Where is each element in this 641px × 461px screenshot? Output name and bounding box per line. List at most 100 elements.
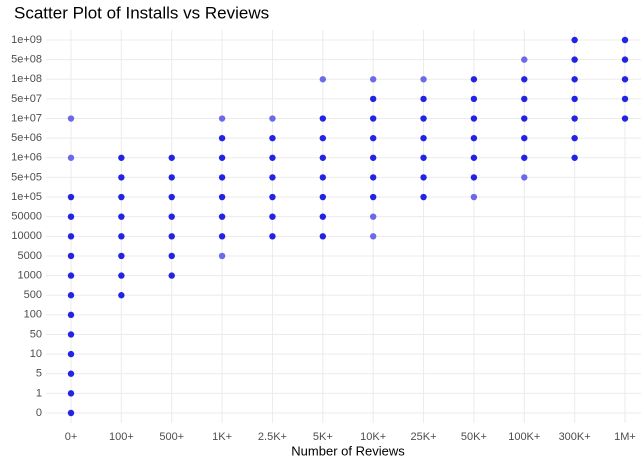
point xyxy=(218,193,226,201)
point xyxy=(521,134,528,142)
point xyxy=(470,95,478,103)
point xyxy=(269,174,276,181)
point xyxy=(369,174,377,181)
point xyxy=(67,193,75,201)
y-tick-label: 5e+08 xyxy=(11,54,42,66)
point xyxy=(67,292,75,299)
point xyxy=(571,134,578,142)
point xyxy=(67,233,75,240)
point xyxy=(369,76,377,83)
point xyxy=(571,76,578,83)
point xyxy=(319,193,327,201)
point xyxy=(168,252,175,260)
point xyxy=(621,95,629,103)
y-tick-label: 5e+07 xyxy=(11,93,42,105)
point xyxy=(118,233,125,240)
point xyxy=(67,409,75,417)
point xyxy=(269,193,276,201)
point xyxy=(420,76,427,83)
point xyxy=(67,350,75,358)
point xyxy=(470,134,478,142)
point xyxy=(118,154,125,161)
point xyxy=(269,233,276,240)
point xyxy=(168,213,175,220)
y-tick-label: 100 xyxy=(24,309,42,321)
x-tick-label: 10K+ xyxy=(360,431,386,443)
point xyxy=(470,154,478,161)
y-tick-label: 1e+05 xyxy=(11,191,42,203)
point xyxy=(118,193,125,201)
point xyxy=(420,154,427,161)
point xyxy=(470,115,478,122)
point xyxy=(218,134,226,142)
y-tick-label: 5e+05 xyxy=(11,171,42,183)
point xyxy=(571,36,578,44)
y-tick-label: 10 xyxy=(30,348,42,360)
x-tick-label: 1K+ xyxy=(212,431,232,443)
y-tick-label: 5000 xyxy=(18,250,42,262)
x-tick-label: 2.5K+ xyxy=(258,431,287,443)
point xyxy=(521,76,528,83)
point xyxy=(118,292,125,299)
y-tick-label: 1 xyxy=(36,387,42,399)
point xyxy=(269,134,276,142)
point xyxy=(521,154,528,161)
y-tick-label: 1e+09 xyxy=(11,34,42,46)
y-tick-label: 1e+08 xyxy=(11,73,42,85)
x-axis-title: Number of Reviews xyxy=(291,443,405,458)
y-tick-label: 50 xyxy=(30,328,42,340)
point xyxy=(218,115,226,122)
point xyxy=(67,272,75,279)
y-tick-label: 1e+07 xyxy=(11,112,42,124)
x-tick-label: 5K+ xyxy=(313,431,333,443)
point xyxy=(369,193,377,201)
point xyxy=(420,174,427,181)
point xyxy=(571,95,578,103)
point xyxy=(621,115,629,122)
point xyxy=(319,76,327,83)
point xyxy=(168,233,175,240)
point xyxy=(319,154,327,161)
point xyxy=(470,193,478,201)
point xyxy=(168,272,175,279)
point xyxy=(218,213,226,220)
point xyxy=(621,76,629,83)
chart-title: Scatter Plot of Installs vs Reviews xyxy=(14,3,269,22)
x-tick-label: 1M+ xyxy=(614,431,636,443)
y-tick-label: 50000 xyxy=(11,211,42,223)
point xyxy=(67,331,75,338)
point xyxy=(218,252,226,260)
point xyxy=(269,154,276,161)
point xyxy=(369,233,377,240)
point xyxy=(319,134,327,142)
point xyxy=(621,36,629,44)
point xyxy=(67,213,75,220)
point xyxy=(269,213,276,220)
point xyxy=(571,154,578,161)
x-tick-label: 50K+ xyxy=(461,431,487,443)
point xyxy=(571,56,578,63)
y-tick-label: 0 xyxy=(36,407,42,419)
point xyxy=(420,134,427,142)
y-tick-label: 1000 xyxy=(18,269,42,281)
point xyxy=(168,154,175,161)
point xyxy=(319,174,327,181)
point xyxy=(118,213,125,220)
point xyxy=(269,115,276,122)
point xyxy=(470,76,478,83)
point xyxy=(521,56,528,63)
point xyxy=(67,252,75,260)
y-tick-label: 5e+06 xyxy=(11,132,42,144)
point xyxy=(369,115,377,122)
x-tick-label: 500+ xyxy=(159,431,184,443)
x-tick-label: 25K+ xyxy=(411,431,437,443)
point xyxy=(470,174,478,181)
point xyxy=(67,115,75,122)
point xyxy=(218,154,226,161)
x-tick-label: 0+ xyxy=(65,431,78,443)
point xyxy=(369,154,377,161)
x-tick-label: 300K+ xyxy=(559,431,591,443)
point xyxy=(67,390,75,397)
point xyxy=(319,233,327,240)
point xyxy=(218,174,226,181)
